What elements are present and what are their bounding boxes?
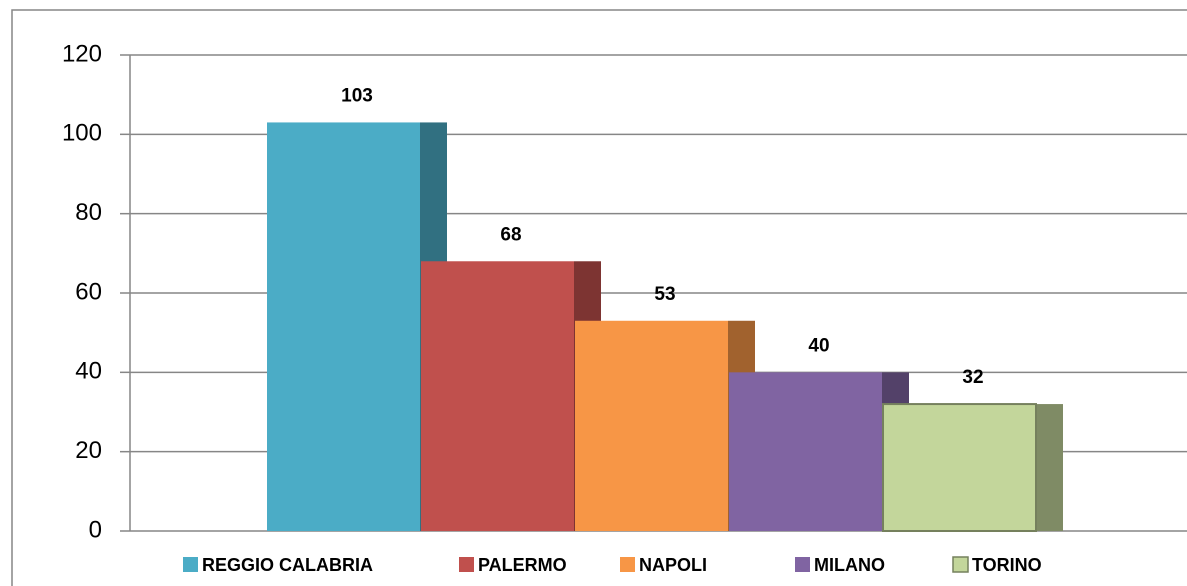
bar-side — [1036, 404, 1063, 531]
legend-label: PALERMO — [478, 555, 567, 575]
bar — [729, 372, 882, 531]
bar — [882, 403, 1037, 533]
y-tick-label: 20 — [75, 437, 102, 464]
legend-swatch — [459, 557, 474, 572]
chart-border — [11, 9, 1187, 586]
y-tick-label: 80 — [75, 199, 102, 226]
y-tick-label: 60 — [75, 278, 102, 305]
y-tick-label: 40 — [75, 358, 102, 385]
legend-swatch — [795, 557, 810, 572]
legend-label: REGGIO CALABRIA — [202, 555, 373, 575]
legend-label: TORINO — [972, 555, 1042, 575]
data-label: 32 — [962, 367, 983, 388]
y-tick-label: 120 — [62, 40, 102, 67]
legend-swatch — [952, 556, 969, 573]
data-label: 68 — [500, 224, 521, 245]
legend-label: MILANO — [814, 555, 885, 575]
data-label: 40 — [808, 335, 829, 356]
bar — [267, 122, 420, 531]
y-tick-label: 100 — [62, 120, 102, 147]
data-label: 53 — [654, 284, 675, 305]
bar — [421, 261, 574, 531]
legend-swatch — [620, 557, 635, 572]
data-label: 103 — [341, 85, 373, 106]
legend-label: NAPOLI — [639, 555, 707, 575]
legend-swatch — [183, 557, 198, 572]
bar — [575, 320, 728, 531]
y-tick-label: 0 — [89, 516, 102, 543]
